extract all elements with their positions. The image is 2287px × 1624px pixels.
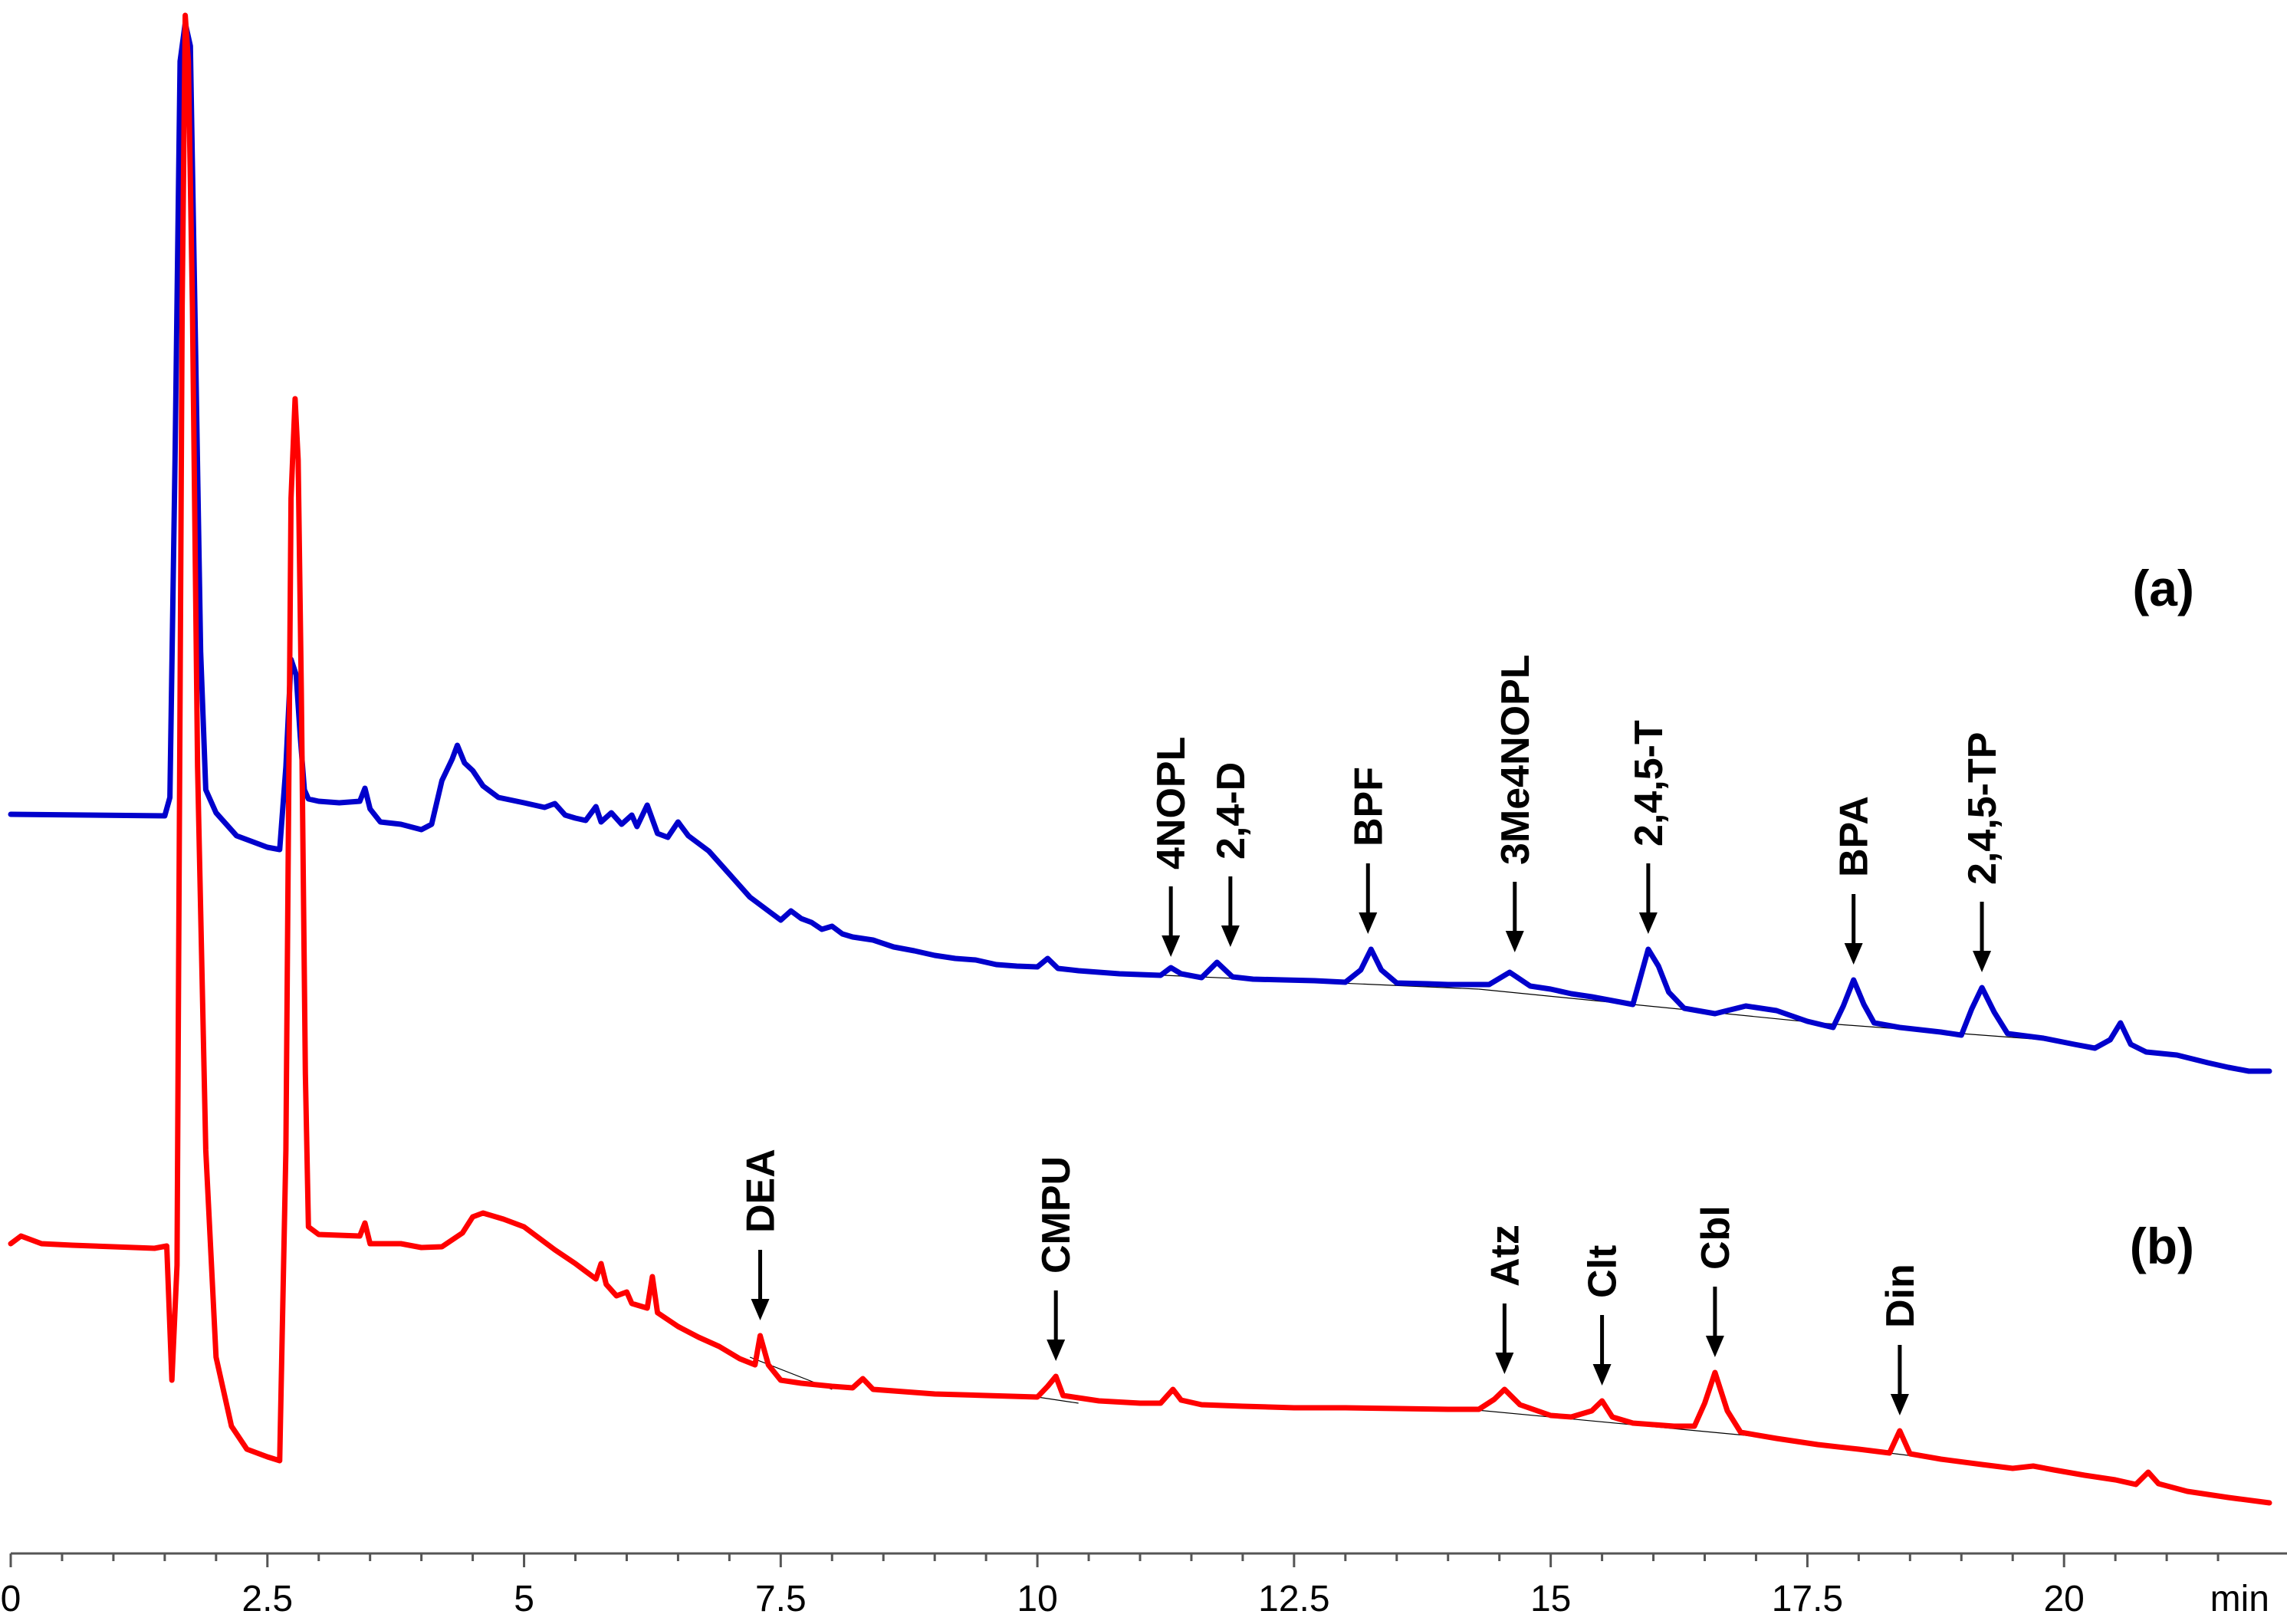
arrow-head-icon xyxy=(1705,1336,1724,1357)
baseline-b-1 xyxy=(1037,1396,1079,1404)
x-tick-label: 12.5 xyxy=(1258,1579,1329,1619)
x-axis-unit-label: min xyxy=(2210,1579,2269,1619)
peak-annotation-a-0: 4NOPL xyxy=(1149,737,1194,957)
peak-annotation-b-5: Din xyxy=(1878,1264,1923,1415)
peak-label: 2,4-D xyxy=(1209,762,1254,860)
peak-annotation-b-3: Clt xyxy=(1581,1245,1625,1386)
x-tick-label: 2.5 xyxy=(242,1579,293,1619)
peak-annotation-a-5: BPA xyxy=(1832,796,1877,965)
peak-annotation-a-2: BPF xyxy=(1346,767,1391,934)
baseline-b-2 xyxy=(1468,1409,1746,1436)
traces xyxy=(8,12,2272,1506)
arrow-head-icon xyxy=(1505,931,1524,952)
peak-label: 3Me4NOPL xyxy=(1493,654,1538,865)
x-tick-label: 15 xyxy=(1530,1579,1571,1619)
peak-label: Cbl xyxy=(1694,1205,1738,1270)
arrow-head-icon xyxy=(1973,951,1992,972)
x-tick-label: 10 xyxy=(1017,1579,1057,1619)
peak-annotation-a-1: 2,4-D xyxy=(1209,762,1254,947)
trace-b xyxy=(8,12,2272,1506)
peak-label: Din xyxy=(1878,1264,1923,1328)
x-tick-label: 17.5 xyxy=(1772,1579,1843,1619)
peak-label: BPF xyxy=(1346,767,1391,847)
trace-a xyxy=(8,20,2272,1074)
peak-annotation-b-1: CMPU xyxy=(1034,1156,1079,1361)
peak-label: 4NOPL xyxy=(1149,737,1194,870)
x-tick-label: 5 xyxy=(514,1579,534,1619)
baseline-lines xyxy=(749,973,2044,1458)
peak-annotation-b-0: DEA xyxy=(739,1149,784,1320)
arrow-head-icon xyxy=(1359,912,1378,934)
peak-annotations: 4NOPL 2,4-D BPF 3Me4NOPL 2,4,5-T BPA 2,4,5-TP D… xyxy=(739,654,2005,1415)
peak-label: 2,4,5-TP xyxy=(1960,732,2005,885)
peak-annotation-a-3: 3Me4NOPL xyxy=(1493,654,1538,952)
x-axis: min 0 2.5 5 7.5 10 12.5 15 17.5 20 xyxy=(1,1552,2287,1619)
x-tick-label: 20 xyxy=(2043,1579,2084,1619)
peak-label: BPA xyxy=(1832,796,1877,877)
arrow-head-icon xyxy=(1638,912,1658,934)
arrow-head-icon xyxy=(1844,943,1863,965)
arrow-head-icon xyxy=(1592,1364,1612,1386)
peak-label: 2,4,5-T xyxy=(1627,720,1671,847)
peak-label: CMPU xyxy=(1034,1156,1079,1274)
arrow-head-icon xyxy=(1162,935,1181,957)
peak-label: DEA xyxy=(739,1149,784,1233)
arrow-head-icon xyxy=(1221,925,1240,947)
trace-b-label: (b) xyxy=(2130,1218,2194,1274)
x-tick-label: 7.5 xyxy=(755,1579,807,1619)
arrow-head-icon xyxy=(751,1299,770,1320)
peak-label: Atz xyxy=(1483,1225,1527,1287)
peak-annotation-b-2: Atz xyxy=(1483,1225,1527,1374)
arrow-head-icon xyxy=(1047,1340,1066,1361)
peak-annotation-a-6: 2,4,5-TP xyxy=(1960,732,2005,972)
arrow-head-icon xyxy=(1495,1353,1514,1374)
peak-label: Clt xyxy=(1581,1245,1625,1298)
baseline-a-1 xyxy=(1478,988,1818,1024)
x-tick-label: 0 xyxy=(1,1579,21,1619)
peak-annotation-a-4: 2,4,5-T xyxy=(1627,720,1671,934)
arrow-head-icon xyxy=(1890,1394,1909,1415)
peak-annotation-b-4: Cbl xyxy=(1694,1205,1738,1357)
trace-a-label: (a) xyxy=(2132,560,2194,616)
